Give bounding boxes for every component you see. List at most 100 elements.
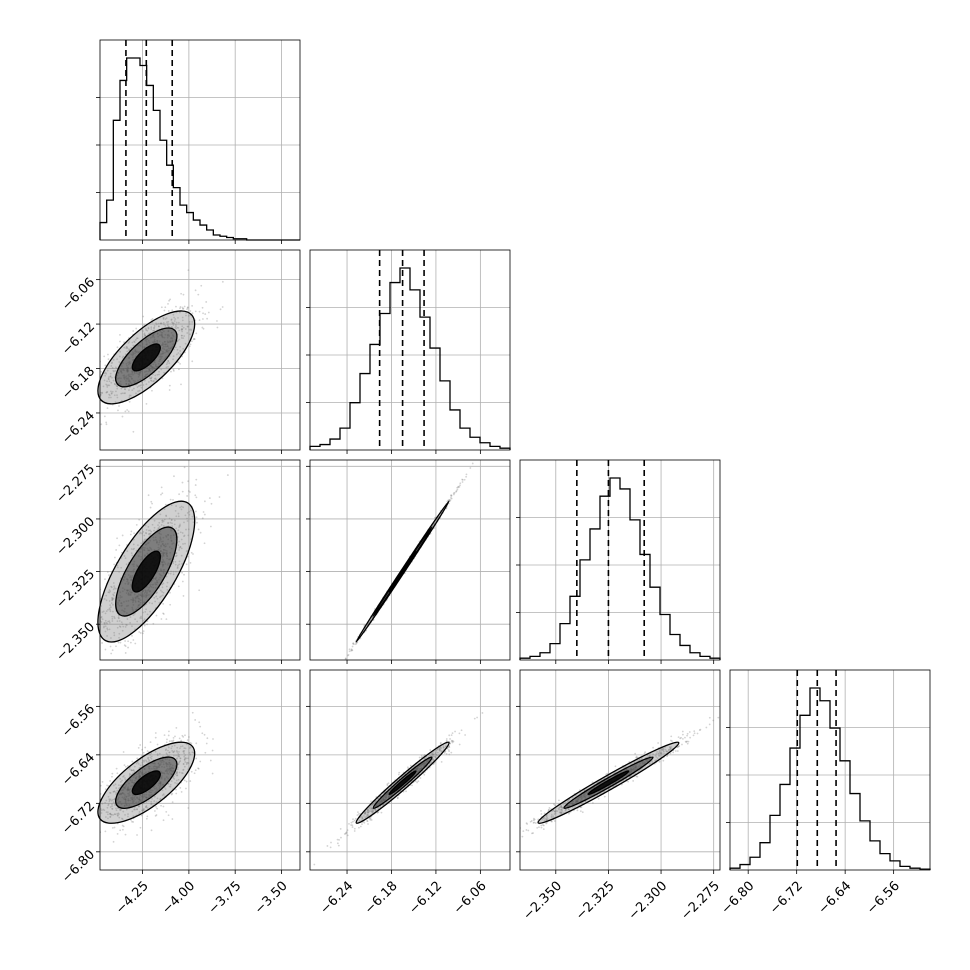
sample-point [132,815,135,818]
sample-point [173,744,176,747]
sample-point [109,806,112,808]
sample-point [147,327,150,330]
sample-point [458,743,461,746]
sample-point [352,642,354,645]
sample-point [43,420,45,422]
sample-point [145,329,148,331]
sample-point [171,745,174,748]
sample-point [184,328,187,330]
y-tick-label: −6.80 [59,847,98,886]
sample-point [377,811,380,813]
sample-point [126,550,129,553]
sample-point [172,775,175,778]
sample-point [178,329,181,332]
sample-point [458,485,461,488]
sample-point [465,475,468,478]
sample-point [396,797,399,800]
sample-point [370,808,372,810]
sample-point [134,808,136,811]
sample-point [112,588,115,591]
sample-point [175,570,177,573]
sample-point [150,319,153,321]
sample-point [166,324,169,327]
sample-point [144,334,147,337]
sample-point [119,829,122,832]
sample-point [204,751,207,754]
sample-point [353,643,355,646]
sample-point [105,621,108,624]
sample-point [436,748,439,751]
sample-point [436,754,439,757]
sample-point [177,339,179,342]
sample-point [132,614,135,617]
x-tick-label: −6.24 [318,879,357,918]
sample-point [183,747,186,750]
sample-point [162,321,165,324]
sample-point [110,799,113,802]
sample-point [119,808,121,811]
sample-point [122,355,125,358]
sample-point [173,320,176,322]
sample-point [191,515,194,518]
sample-point [156,743,159,746]
sample-point [369,810,372,812]
sample-point [431,751,434,754]
sample-point [104,801,107,804]
sample-point [133,532,136,535]
sample-point [162,520,165,523]
sample-point [366,814,369,817]
sample-point [686,740,688,743]
sample-point [552,816,555,819]
sample-point [121,828,124,831]
sample-point [116,564,119,567]
sample-point [122,775,124,778]
sample-point [190,551,193,554]
sample-point [179,353,182,356]
sample-point [140,542,143,545]
sample-point [194,719,197,721]
sample-point [172,322,174,324]
sample-point [120,387,123,390]
sample-point [139,744,142,746]
sample-point [150,800,153,803]
sample-point [370,807,373,810]
sample-point [149,610,151,613]
panel-3-2: −2.350 −2.325 −2.300 −2.275 [516,669,723,923]
sample-point [189,753,192,756]
sample-point [171,792,174,795]
sample-point [562,803,565,806]
sample-point [182,308,184,310]
sample-point [185,550,188,552]
sample-point [657,742,660,744]
sample-point [431,753,434,756]
sample-point [177,321,180,324]
sample-point [152,622,155,625]
sample-point [168,730,170,733]
sample-point [346,834,349,837]
sample-point [104,648,107,651]
sample-point [148,601,151,604]
sample-point [442,746,445,749]
sample-point [157,524,159,527]
sample-point [180,328,183,331]
sample-point [571,796,574,799]
sample-point [363,813,366,815]
sample-point [591,781,594,784]
sample-point [191,312,194,315]
sample-point [162,612,164,615]
sample-point [104,612,107,615]
sample-point [142,541,145,543]
sample-point [179,757,182,760]
sample-point [199,725,202,728]
sample-point [182,735,185,738]
sample-point [160,322,163,325]
sample-point [114,366,117,369]
sample-point [150,803,153,805]
sample-point [370,800,372,803]
sample-point [148,377,151,380]
sample-point [135,392,137,395]
sample-point [109,396,112,399]
sample-point [450,496,452,499]
sample-point [543,819,546,822]
sample-point [140,384,143,386]
